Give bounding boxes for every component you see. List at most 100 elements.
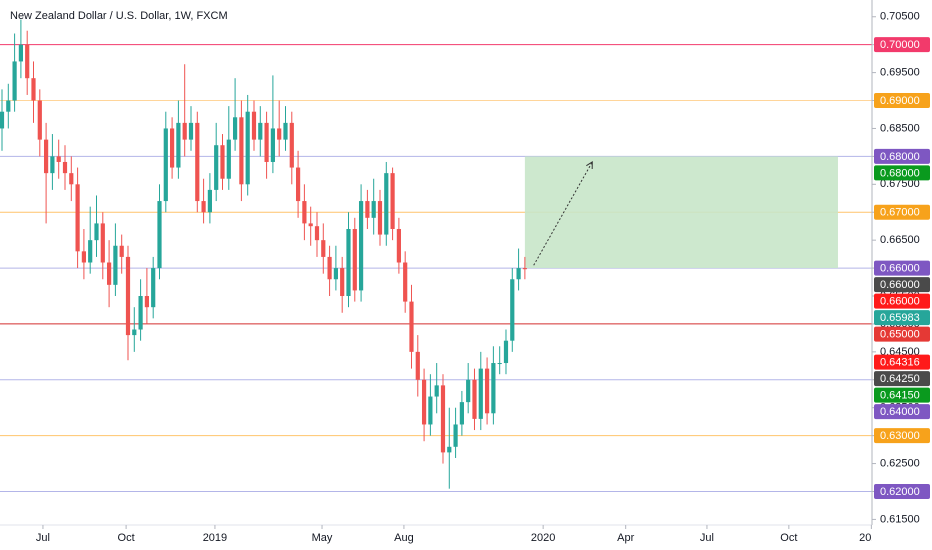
candle-body	[497, 363, 502, 365]
candle-body	[434, 385, 439, 397]
candle-body	[169, 128, 175, 168]
price-badge-label: 0.62000	[880, 486, 920, 498]
candle-body	[119, 245, 124, 257]
candle-body	[466, 379, 471, 403]
candle-body	[302, 201, 307, 224]
candle-body	[365, 201, 370, 218]
candle-body	[62, 161, 68, 174]
y-tick-label: 0.70500	[880, 11, 920, 23]
y-tick-label: 0.68500	[880, 122, 920, 134]
candle-body	[478, 368, 483, 419]
candle-body	[25, 44, 30, 79]
candle-body	[176, 122, 181, 168]
price-badge-label: 0.66000	[880, 262, 920, 274]
candle-body	[264, 122, 269, 162]
y-tick-label: 0.67500	[880, 178, 920, 190]
price-badge	[874, 93, 930, 109]
price-badge	[874, 354, 930, 370]
candle-body	[69, 173, 74, 185]
price-badge-label: 0.66000	[880, 295, 920, 307]
candle-body	[277, 128, 282, 140]
candle-body	[384, 173, 389, 235]
price-badge	[874, 204, 930, 220]
candle-body	[239, 117, 244, 185]
candle-body	[88, 240, 93, 263]
candle-body	[484, 368, 490, 414]
candle-body	[472, 379, 477, 419]
candle-body	[390, 173, 395, 229]
price-badge	[874, 310, 930, 326]
price-badge	[874, 293, 930, 309]
price-badge-label: 0.67000	[880, 207, 920, 219]
price-badge-label: 0.64316	[880, 357, 920, 369]
candle-body	[43, 139, 49, 174]
candle-body	[333, 268, 338, 280]
candle-body	[283, 122, 288, 140]
candle-body	[396, 228, 401, 263]
x-tick-label: 2020	[531, 532, 555, 544]
candle-body	[459, 402, 464, 425]
candle-body	[151, 268, 156, 308]
price-badge	[874, 165, 930, 181]
candle-body	[232, 117, 238, 140]
candle-body	[428, 396, 433, 425]
candle-body	[447, 446, 452, 453]
x-tick-label: May	[312, 532, 333, 544]
candle-body	[358, 201, 364, 291]
chart-title: New Zealand Dollar / U.S. Dollar, 1W, FX…	[10, 10, 228, 22]
y-tick-label: 0.61500	[880, 513, 920, 525]
x-tick-label: Oct	[780, 532, 797, 544]
price-badge	[874, 277, 930, 293]
candle-body	[56, 156, 61, 162]
price-badge	[874, 326, 930, 342]
candle-body	[377, 201, 383, 235]
candle-body	[403, 262, 408, 302]
candle-body	[81, 251, 86, 263]
candle-body	[132, 329, 137, 336]
candle-body	[522, 268, 527, 270]
price-badge	[874, 483, 930, 499]
candle-body	[113, 245, 118, 285]
candle-body	[314, 226, 320, 241]
candle-body	[106, 262, 112, 285]
price-badge-label: 0.65983	[880, 312, 920, 324]
candle-body	[163, 128, 168, 202]
x-tick-label: 2019	[203, 532, 227, 544]
candle-body	[220, 145, 225, 179]
candle-body	[270, 128, 275, 162]
candle-body	[144, 296, 149, 308]
candle-body	[214, 145, 219, 190]
candle-body	[415, 351, 420, 380]
candle-body	[352, 228, 357, 291]
price-badge	[874, 260, 930, 276]
candle-body	[258, 122, 263, 140]
price-badge-label: 0.68000	[880, 151, 920, 163]
candle-body	[195, 122, 200, 202]
candle-body	[207, 189, 212, 213]
x-tick-label: Oct	[118, 532, 135, 544]
candle-body	[409, 301, 414, 352]
candle-body	[516, 268, 521, 280]
price-badge-label: 0.65000	[880, 328, 920, 340]
candle-body	[327, 256, 332, 280]
price-badge	[874, 148, 930, 164]
price-badge-label: 0.68000	[880, 167, 920, 179]
candle-body	[245, 111, 250, 185]
candle-body	[346, 228, 351, 297]
price-badge-label: 0.70000	[880, 39, 920, 51]
candle-body	[340, 268, 345, 297]
x-tick-label: Apr	[617, 532, 634, 544]
candle-body	[251, 111, 257, 140]
candle-body	[6, 100, 11, 112]
target-zone	[524, 156, 838, 269]
candle-body	[31, 78, 36, 101]
price-badge	[874, 387, 930, 403]
candle-body	[371, 201, 376, 218]
candle-body	[188, 122, 194, 140]
y-tick-label: 0.69500	[880, 67, 920, 79]
candle-body	[503, 340, 509, 364]
price-badge	[874, 371, 930, 387]
candle-body	[289, 122, 294, 168]
price-axis: 0.70500 0.70000 0.69500 0.69000 0.68500 0.680…	[871, 0, 932, 550]
